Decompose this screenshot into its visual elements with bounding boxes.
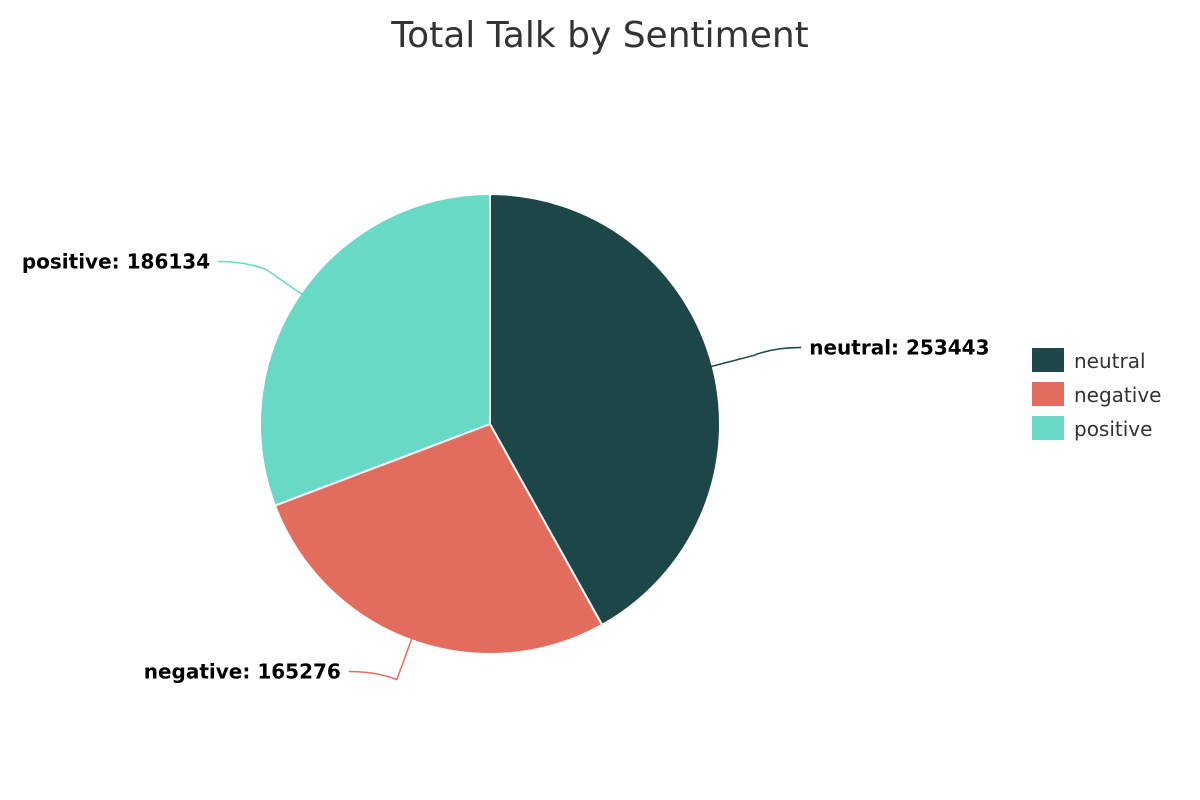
- legend-label-negative: negative: [1074, 383, 1161, 407]
- data-labels: neutral: 253443 negative: 165276 positive:…: [22, 250, 990, 684]
- legend: neutral negative positive: [1032, 348, 1161, 441]
- chart-title: Total Talk by Sentiment: [390, 15, 809, 56]
- legend-swatch-neutral: [1032, 348, 1064, 372]
- legend-label-neutral: neutral: [1074, 349, 1146, 373]
- connector-negative: [348, 637, 413, 681]
- data-label-positive: positive: 186134: [22, 250, 210, 274]
- legend-label-positive: positive: [1074, 417, 1152, 441]
- legend-swatch-positive: [1032, 416, 1064, 440]
- connector-positive: [218, 260, 303, 296]
- pie-slices: [259, 192, 721, 655]
- data-label-neutral: neutral: 253443: [809, 336, 989, 360]
- legend-swatch-negative: [1032, 382, 1064, 406]
- data-label-negative: negative: 165276: [144, 660, 341, 684]
- connector-neutral: [710, 346, 802, 368]
